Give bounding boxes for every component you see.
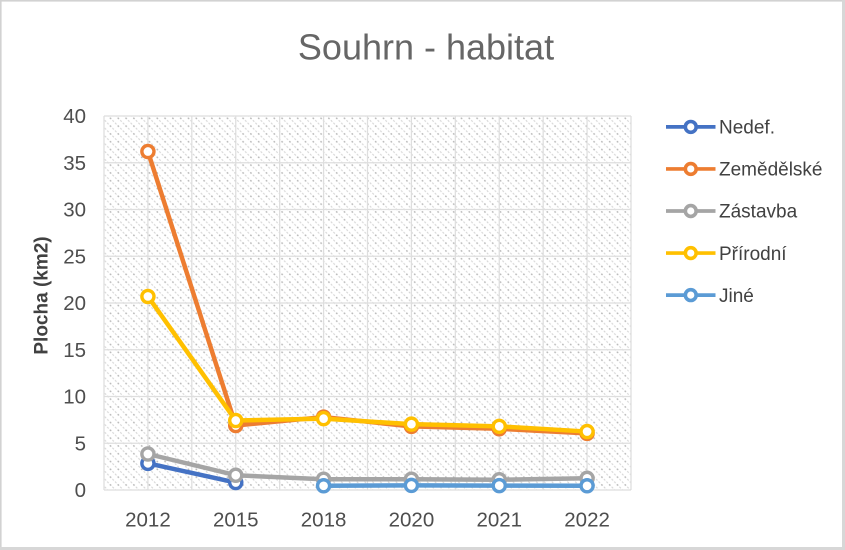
svg-text:2021: 2021 xyxy=(476,509,522,532)
svg-text:40: 40 xyxy=(63,105,86,128)
svg-text:2012: 2012 xyxy=(125,509,171,532)
svg-text:2018: 2018 xyxy=(301,509,347,532)
svg-text:2022: 2022 xyxy=(564,509,610,532)
svg-text:Přírodní: Přírodní xyxy=(719,244,787,265)
svg-text:Souhrn - habitat: Souhrn - habitat xyxy=(298,27,554,68)
svg-text:30: 30 xyxy=(63,199,86,222)
svg-text:25: 25 xyxy=(63,245,86,268)
svg-text:0: 0 xyxy=(75,479,86,502)
svg-text:Zemědělské: Zemědělské xyxy=(719,160,823,181)
svg-text:Plocha (km2): Plocha (km2) xyxy=(32,236,53,354)
svg-text:Zástavba: Zástavba xyxy=(719,202,798,223)
svg-text:Jiné: Jiné xyxy=(719,286,754,307)
svg-text:20: 20 xyxy=(63,292,86,315)
svg-text:Nedef.: Nedef. xyxy=(719,118,775,139)
svg-text:35: 35 xyxy=(63,152,86,175)
svg-text:5: 5 xyxy=(75,432,86,455)
svg-text:15: 15 xyxy=(63,339,86,362)
svg-text:10: 10 xyxy=(63,386,86,409)
svg-text:2015: 2015 xyxy=(213,509,259,532)
svg-text:2020: 2020 xyxy=(389,509,435,532)
